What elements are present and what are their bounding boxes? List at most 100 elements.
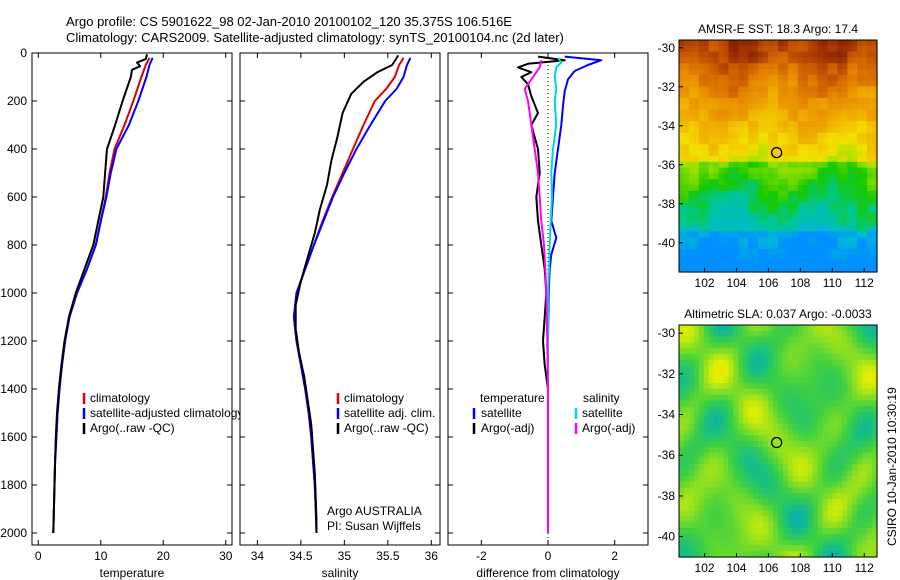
- heatmap-cell: [792, 470, 799, 477]
- heatmap-cell: [822, 138, 829, 145]
- heatmap-cell: [723, 412, 730, 419]
- heatmap-cell: [812, 115, 819, 122]
- heatmap-cell: [768, 510, 774, 517]
- heatmap-cell: [758, 196, 764, 203]
- heatmap-cell: [778, 98, 784, 105]
- heatmap-cell: [792, 487, 799, 494]
- heatmap-cell: [763, 74, 769, 82]
- heatmap-cell: [847, 103, 853, 111]
- heatmap-cell: [802, 254, 809, 261]
- heatmap-cell: [827, 237, 834, 244]
- heatmap-cell: [763, 202, 769, 209]
- heatmap-cell: [867, 237, 873, 244]
- heatmap-cell: [807, 161, 814, 169]
- heatmap-cell: [683, 40, 690, 47]
- heatmap-cell: [688, 400, 695, 407]
- heatmap-cell: [812, 504, 819, 512]
- heatmap-cell: [782, 417, 789, 425]
- heatmap-cell: [827, 144, 834, 151]
- heatmap-cell: [857, 470, 863, 477]
- heatmap-cell: [802, 528, 809, 535]
- heatmap-cell: [862, 86, 868, 93]
- heatmap-cell: [842, 325, 848, 332]
- heatmap-cell: [703, 161, 710, 169]
- heatmap-cell: [787, 429, 794, 436]
- heatmap-cell: [782, 504, 789, 512]
- heatmap-cell: [718, 516, 725, 523]
- heatmap-cell: [787, 156, 794, 163]
- heatmap-cell: [748, 481, 754, 488]
- heatmap-cell: [792, 359, 799, 367]
- heatmap-cell: [852, 504, 858, 512]
- heatmap-cell: [797, 214, 804, 221]
- heatmap-cell: [768, 481, 774, 488]
- heatmap-cell: [698, 202, 705, 209]
- heatmap-cell: [763, 219, 769, 227]
- heatmap-cell: [733, 80, 739, 87]
- heatmap-cell: [778, 464, 784, 471]
- heatmap-cell: [723, 121, 730, 128]
- heatmap-cell: [832, 248, 838, 256]
- heatmap-cell: [822, 377, 829, 384]
- heatmap-cell: [847, 441, 853, 448]
- heatmap-cell: [768, 348, 774, 355]
- heatmap-cell: [857, 365, 863, 372]
- heatmap-cell: [807, 260, 814, 267]
- heatmap-cell: [693, 127, 700, 134]
- heatmap-cell: [822, 57, 829, 64]
- heatmap-cell: [703, 167, 710, 174]
- heatmap-cell: [708, 412, 715, 419]
- heatmap-cell: [728, 325, 735, 332]
- heatmap-cell: [708, 325, 715, 332]
- heatmap-cell: [698, 441, 705, 448]
- heatmap-cell: [688, 219, 695, 227]
- heatmap-cell: [758, 435, 764, 442]
- heatmap-cell: [792, 208, 799, 215]
- heatmap-cell: [842, 109, 848, 116]
- heatmap-cell: [693, 423, 700, 430]
- heatmap-cell: [832, 40, 838, 47]
- heatmap-cell: [847, 202, 853, 209]
- heatmap-cell: [837, 57, 843, 64]
- heatmap-cell: [743, 510, 749, 517]
- heatmap-cell: [857, 196, 863, 203]
- heatmap-cell: [768, 446, 774, 454]
- heatmap-cell: [693, 383, 700, 390]
- heatmap-cell: [748, 237, 754, 244]
- heatmap-cell: [748, 441, 754, 448]
- heatmap-cell: [683, 423, 690, 430]
- heatmap-cell: [708, 446, 715, 454]
- heatmap-cell: [693, 225, 700, 232]
- heatmap-cell: [827, 510, 834, 517]
- heatmap-cell: [688, 539, 695, 546]
- heatmap-cell: [837, 63, 843, 70]
- heatmap-cell: [832, 435, 838, 442]
- heatmap-cell: [693, 144, 700, 151]
- heatmap-cell: [787, 231, 794, 238]
- heatmap-cell: [698, 464, 705, 471]
- heatmap-cell: [837, 330, 843, 338]
- heatmap-cell: [857, 400, 863, 407]
- heatmap-cell: [773, 365, 779, 372]
- heatmap-cell: [812, 237, 819, 244]
- heatmap-cell: [703, 45, 710, 53]
- heatmap-cell: [768, 406, 774, 413]
- heatmap-cell: [708, 69, 715, 76]
- heatmap-cell: [738, 219, 744, 227]
- heatmap-cell: [807, 342, 814, 349]
- heatmap-cell: [718, 394, 725, 401]
- heatmap-cell: [738, 98, 744, 105]
- heatmap-cell: [792, 179, 799, 186]
- heatmap-cell: [753, 103, 759, 111]
- heatmap-cell: [872, 481, 878, 488]
- heatmap-cell: [802, 115, 809, 122]
- heatmap-cell: [679, 208, 685, 215]
- heatmap-cell: [822, 499, 829, 506]
- heatmap-cell: [862, 354, 868, 361]
- heatmap-cell: [847, 499, 853, 506]
- heatmap-cell: [807, 248, 814, 256]
- heatmap-cell: [797, 69, 804, 76]
- heatmap-cell: [867, 510, 873, 517]
- heatmap-cell: [842, 493, 848, 500]
- heatmap-cell: [683, 412, 690, 419]
